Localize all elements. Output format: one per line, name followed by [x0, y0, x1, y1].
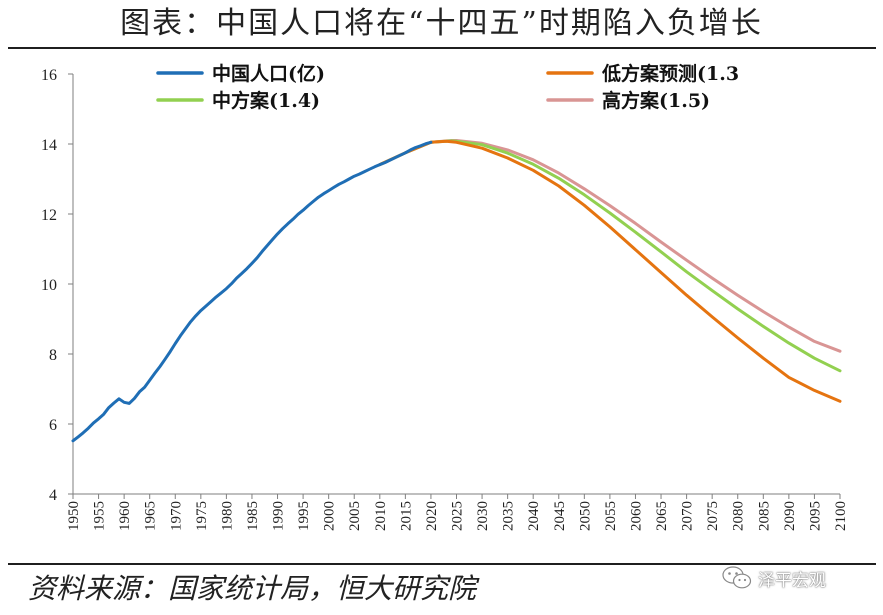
population-line-chart: 4 6 8 10 12 14 16 1950 1955 1960 1965 1970 1975 1980 1… — [41, 62, 849, 531]
legend-label-0: 中国人口(亿) — [212, 62, 325, 85]
source-note: 资料来源：国家统计局，恒大研究院 — [28, 572, 477, 605]
y-tick-label: 16 — [41, 67, 57, 84]
x-tick-label: 1970 — [168, 501, 184, 531]
series-line-3 — [378, 139, 842, 353]
series-line-2 — [378, 139, 842, 373]
y-tick-label: 6 — [49, 417, 57, 434]
x-tick-label: 2010 — [373, 501, 389, 531]
x-tick-label: 1995 — [296, 501, 312, 531]
chart-title: 图表：中国人口将在“十四五”时期陷入负增长 — [120, 6, 763, 41]
series-line-1 — [378, 139, 842, 403]
x-tick-label: 1975 — [194, 501, 210, 531]
x-tick-label: 2020 — [424, 501, 440, 531]
x-tick-label: 1990 — [271, 501, 287, 531]
x-tick-label: 2050 — [577, 501, 593, 531]
x-tick-label: 2090 — [782, 501, 798, 531]
source-divider — [8, 563, 876, 565]
x-tick-label: 2035 — [501, 501, 517, 531]
title-divider — [8, 47, 876, 49]
x-tick-label: 2100 — [833, 501, 849, 531]
x-tick-label: 2030 — [475, 501, 491, 531]
watermark: 泽平宏观 — [722, 560, 826, 596]
legend-label-1: 低方案预测(1.3 — [601, 62, 739, 85]
x-tick-label: 2000 — [322, 501, 338, 531]
x-tick-label: 1955 — [92, 501, 108, 531]
watermark-label: 泽平宏观 — [758, 570, 826, 591]
y-tick-label: 14 — [41, 137, 57, 154]
x-tick-label: 2025 — [450, 501, 466, 531]
x-tick-label: 2015 — [398, 501, 414, 531]
x-tick-label: 2005 — [347, 501, 363, 531]
x-tick-label: 2075 — [705, 501, 721, 531]
y-tick-label: 12 — [41, 207, 57, 224]
y-tick-label: 8 — [49, 347, 57, 364]
x-tick-label: 2045 — [552, 501, 568, 531]
x-tick-label: 1965 — [143, 501, 159, 531]
wechat-icon — [722, 566, 752, 589]
x-tick-label: 2055 — [603, 501, 619, 531]
legend-label-2: 中方案(1.4) — [212, 89, 320, 112]
x-tick-label: 1985 — [245, 501, 261, 531]
x-tick-label: 2080 — [731, 501, 747, 531]
x-tick-label: 2060 — [628, 501, 644, 531]
x-tick-label: 1980 — [219, 501, 235, 531]
x-tick-label: 1960 — [117, 501, 133, 531]
y-tick-label: 4 — [49, 487, 57, 504]
legend-label-3: 高方案(1.5) — [602, 89, 710, 112]
x-tick-label: 2065 — [654, 501, 670, 531]
x-tick-label: 2070 — [680, 501, 696, 531]
x-tick-label: 2085 — [756, 501, 772, 531]
x-tick-label: 2040 — [526, 501, 542, 531]
x-tick-label: 1950 — [66, 501, 82, 531]
y-tick-label: 10 — [41, 277, 57, 294]
x-tick-label: 2095 — [807, 501, 823, 531]
series-line-0 — [71, 140, 433, 443]
